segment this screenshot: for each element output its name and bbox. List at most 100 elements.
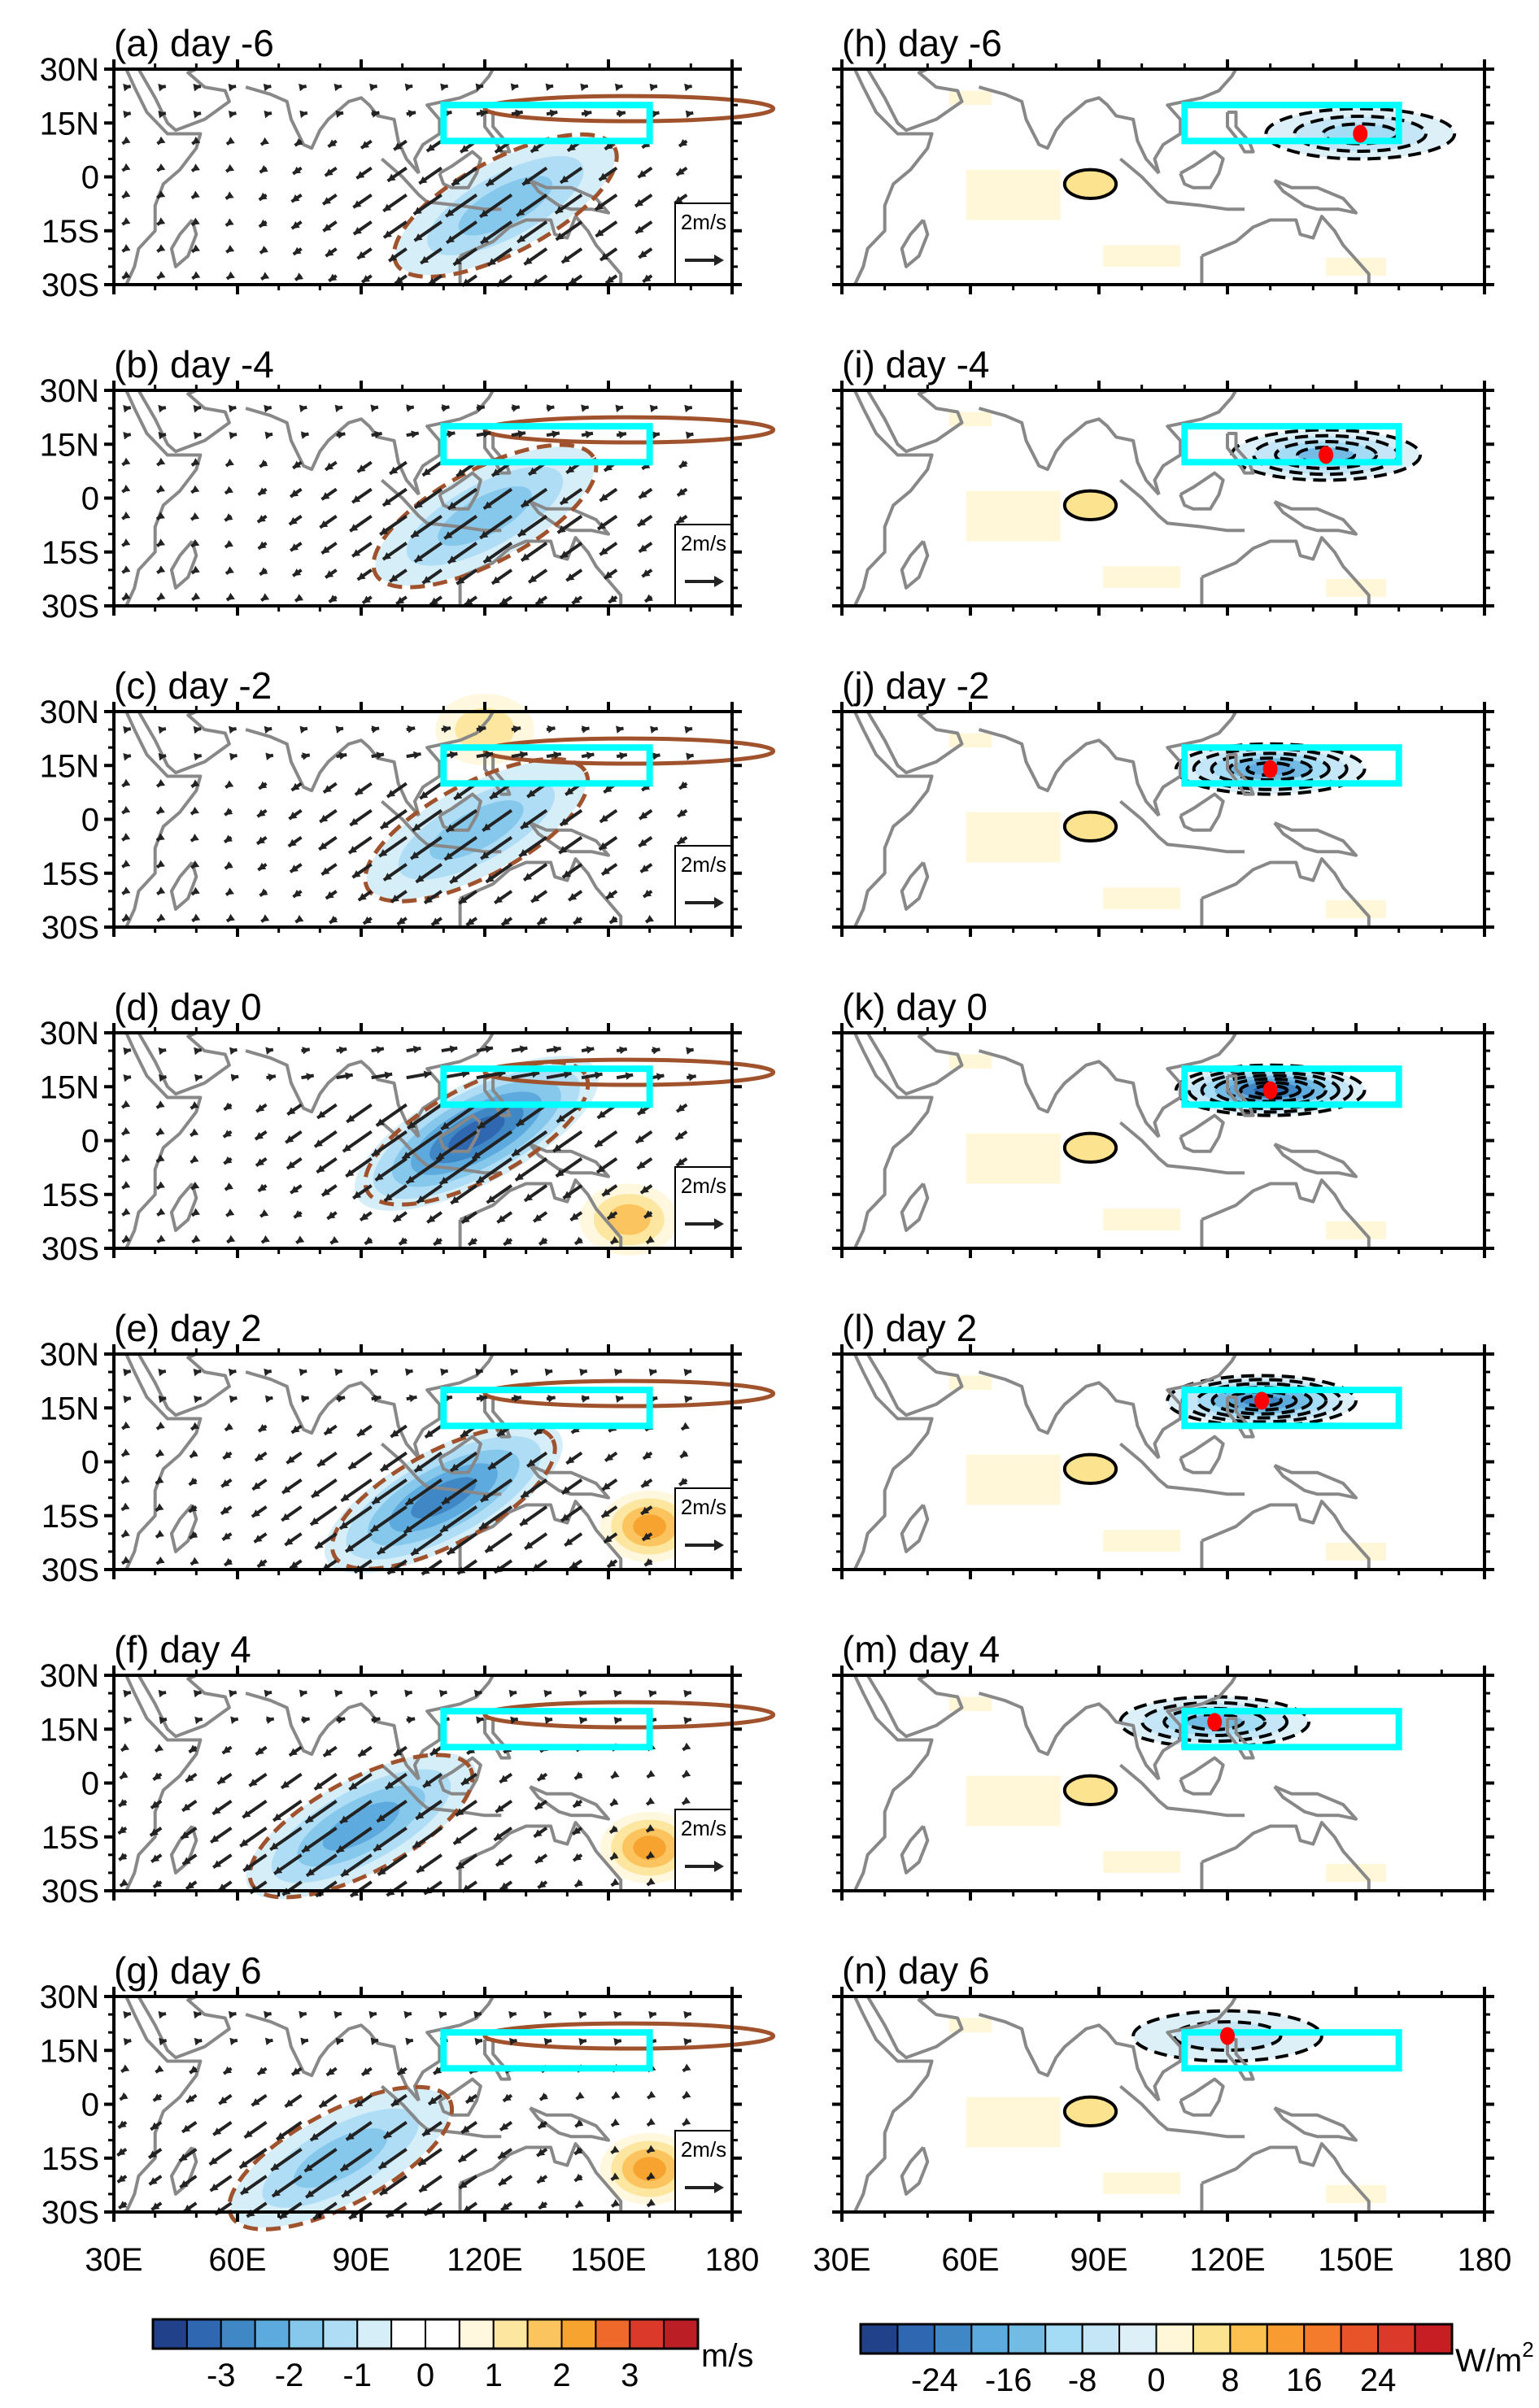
wind-vector-head [290,1561,299,1569]
wind-vector-head [405,2037,413,2046]
wind-vector-head [610,1825,619,1833]
panel-title: (a) day -6 [114,22,274,64]
wind-vector-head [581,404,589,412]
colorbar-swatch [356,2319,393,2349]
wind-vector-head [412,823,421,831]
wind-vector-head [190,1531,198,1539]
wind-vector-head [539,1237,548,1245]
wind-vector-head [350,817,359,825]
wind-vector-head [566,465,575,473]
negative-shading [411,1477,477,1519]
colorbar-swatch [152,2319,188,2349]
wind-vector-head [321,867,330,875]
wind-vector-head [574,1879,583,1887]
wind-vector-head [119,1798,128,1806]
wind-vector-head [122,1127,131,1135]
y-tick-label: 30S [41,910,99,946]
panel-title: (k) day 0 [842,986,987,1028]
reference-vector-label: 2m/s [681,210,726,234]
positive-shading-patch [966,812,1061,863]
wind-vector-head [573,1853,582,1861]
wind-vector-head [189,1477,198,1485]
wind-vector-head [638,170,647,178]
wind-vector-head [615,404,623,412]
negative-shading [458,176,553,236]
wind-vector-head [582,725,590,734]
wind-vector-head [611,2118,620,2126]
wind-vector-head [122,484,131,492]
wind-vector-head [290,489,299,497]
wind-vector-head [512,725,521,734]
wind-vector-head [121,1475,130,1483]
wind-vector-head [122,1208,131,1216]
wind-vector-head [394,142,403,150]
wind-vector-head [353,1191,362,1199]
wind-vector-head [491,468,500,477]
wind-vector-head [641,1479,650,1487]
wind-vector-head [510,83,519,91]
y-tick-label: 0 [81,803,99,838]
reference-vector-label: 2m/s [681,852,726,877]
wind-vector-head [427,1215,436,1223]
wind-vector-head [257,1559,266,1567]
wind-vector-head [121,1529,130,1537]
wind-vector-head [639,250,647,258]
wind-vector-head [156,1127,165,1135]
coastline [529,1143,610,1178]
wind-vector-head [296,1235,305,1243]
wind-vector-head [287,1107,296,1115]
wind-vector-head [649,83,657,92]
wind-vector-head [604,571,613,579]
wind-vector-head [508,2010,517,2019]
wind-vector-head [271,2162,280,2171]
positive-shading-patch [948,2018,992,2033]
wind-vector-head [487,258,496,266]
wind-vector-head [192,271,201,279]
wind-vector-head [357,464,366,472]
wind-vector-head [117,2175,126,2183]
colorbar-swatch [896,2323,935,2354]
wind-vector-head [328,139,337,147]
wind-vector-head [524,873,533,881]
wind-vector-head [578,1689,586,1698]
colorbar-tick-label: 0 [416,2358,434,2393]
wind-vector-head [642,1532,651,1540]
wind-vector-head [440,1524,449,1532]
reference-vector-box [674,2130,733,2213]
wind-vector-head [529,575,538,583]
coastline [483,432,512,475]
wind-vector-head [569,277,578,285]
x-tick-label: 60E [941,2242,999,2278]
positive-contour [482,1378,776,1409]
wind-vector-head [350,524,359,532]
wind-vector-head [408,1121,416,1129]
wind-vector-head [453,1836,462,1844]
coastline [245,1049,421,1139]
coastline [1273,500,1358,536]
wind-vector-head [369,1689,377,1698]
wind-vector-head [377,1867,386,1875]
wind-vector-head [422,2127,431,2136]
wind-vector-head [122,1556,131,1564]
wind-vector-head [323,224,332,232]
wind-vector-head [576,2092,585,2100]
wind-vector-head [337,1395,346,1403]
coastline [1201,1821,1371,1891]
wind-vector-head [540,2092,548,2101]
wind-vector-head [255,1158,264,1166]
positive-contour [1062,489,1118,521]
wind-vector-head [537,2175,546,2183]
wind-vector-head [290,1186,299,1194]
wind-vector-head [616,725,624,734]
wind-vector-head [258,541,267,549]
wind-vector-head [258,1183,267,1191]
wind-vector-head [157,217,166,225]
wind-vector-head [190,1449,198,1457]
wind-vector-head [294,137,303,146]
wind-vector-head [121,1502,130,1510]
negative-contour [1187,1066,1354,1114]
y-tick-label: 30S [41,1231,99,1267]
wind-vector-head [193,2010,202,2019]
wind-vector-head [682,2090,691,2098]
wind-vector-head [356,171,365,179]
